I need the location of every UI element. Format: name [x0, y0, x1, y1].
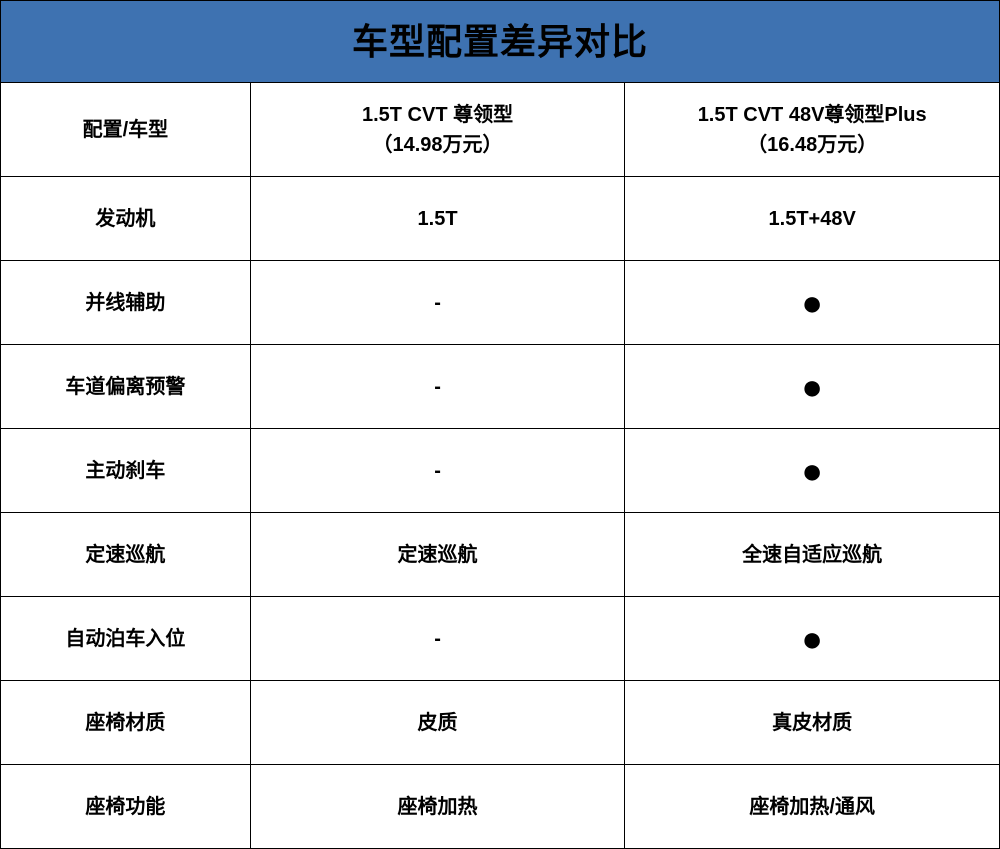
- row-value-1: 定速巡航: [250, 513, 625, 597]
- row-value-1: -: [250, 429, 625, 513]
- title-row: 车型配置差异对比: [1, 1, 1000, 83]
- table-row: 发动机1.5T1.5T+48V: [1, 177, 1000, 261]
- header-col2: 1.5T CVT 48V尊领型Plus （16.48万元）: [625, 83, 1000, 177]
- row-value-1: 座椅加热: [250, 765, 625, 849]
- row-label: 主动刹车: [1, 429, 251, 513]
- row-value-2: 1.5T+48V: [625, 177, 1000, 261]
- header-col2-line2: （16.48万元）: [629, 130, 995, 160]
- row-value-2: ●: [625, 345, 1000, 429]
- row-value-2: ●: [625, 597, 1000, 681]
- table-row: 车道偏离预警-●: [1, 345, 1000, 429]
- header-col1-line1: 1.5T CVT 尊领型: [255, 100, 621, 130]
- header-col2-line1: 1.5T CVT 48V尊领型Plus: [629, 100, 995, 130]
- row-label: 座椅材质: [1, 681, 251, 765]
- header-row: 配置/车型 1.5T CVT 尊领型 （14.98万元） 1.5T CVT 48…: [1, 83, 1000, 177]
- row-value-1: -: [250, 261, 625, 345]
- row-value-1: 1.5T: [250, 177, 625, 261]
- table-row: 座椅材质皮质真皮材质: [1, 681, 1000, 765]
- header-label: 配置/车型: [1, 83, 251, 177]
- comparison-table: 车型配置差异对比 配置/车型 1.5T CVT 尊领型 （14.98万元） 1.…: [0, 0, 1000, 849]
- row-label: 定速巡航: [1, 513, 251, 597]
- table-row: 主动刹车-●: [1, 429, 1000, 513]
- table-row: 座椅功能座椅加热座椅加热/通风: [1, 765, 1000, 849]
- row-label: 车道偏离预警: [1, 345, 251, 429]
- row-value-2: 全速自适应巡航: [625, 513, 1000, 597]
- row-value-2: 真皮材质: [625, 681, 1000, 765]
- row-label: 座椅功能: [1, 765, 251, 849]
- row-value-1: -: [250, 597, 625, 681]
- table-row: 自动泊车入位-●: [1, 597, 1000, 681]
- row-value-2: 座椅加热/通风: [625, 765, 1000, 849]
- row-label: 并线辅助: [1, 261, 251, 345]
- row-value-1: 皮质: [250, 681, 625, 765]
- row-value-1: -: [250, 345, 625, 429]
- header-col1-line2: （14.98万元）: [255, 130, 621, 160]
- row-value-2: ●: [625, 429, 1000, 513]
- row-label: 发动机: [1, 177, 251, 261]
- header-col1: 1.5T CVT 尊领型 （14.98万元）: [250, 83, 625, 177]
- table-row: 并线辅助-●: [1, 261, 1000, 345]
- row-value-2: ●: [625, 261, 1000, 345]
- header-label-text: 配置/车型: [83, 119, 169, 141]
- table-title: 车型配置差异对比: [1, 1, 1000, 83]
- row-label: 自动泊车入位: [1, 597, 251, 681]
- table-row: 定速巡航定速巡航全速自适应巡航: [1, 513, 1000, 597]
- table-body: 发动机1.5T1.5T+48V并线辅助-●车道偏离预警-●主动刹车-●定速巡航定…: [1, 177, 1000, 849]
